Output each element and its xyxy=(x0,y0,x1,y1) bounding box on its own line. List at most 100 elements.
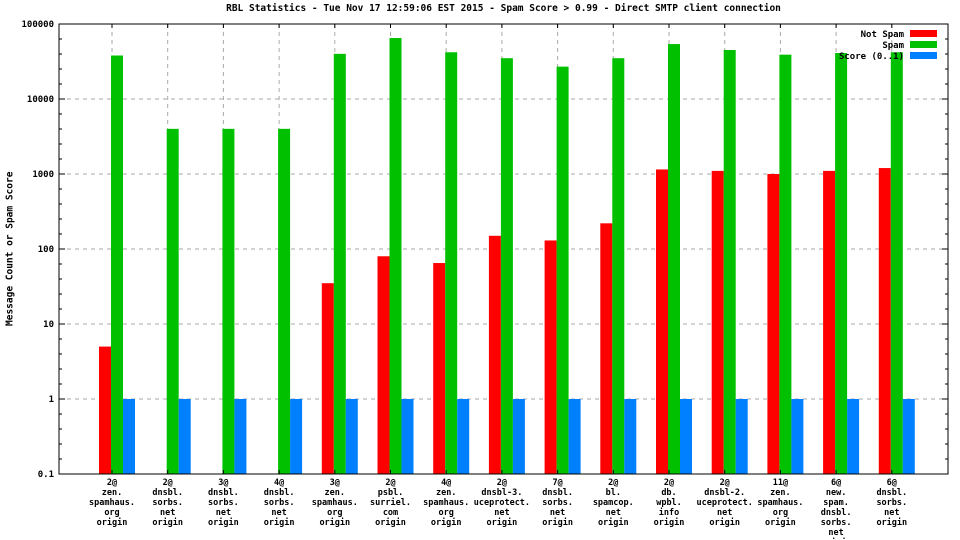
x-category-line: net xyxy=(550,508,565,518)
x-category-line: net xyxy=(494,508,509,518)
bar-spam-7 xyxy=(445,52,458,475)
x-category-line: 2@ xyxy=(720,478,730,488)
bar-not-spam-13 xyxy=(767,174,780,474)
x-category-line: origin xyxy=(208,517,239,528)
x-category-line: 6@ xyxy=(887,478,897,488)
y-tick-label: 100000 xyxy=(21,20,54,30)
bar-not-spam-1 xyxy=(99,346,111,474)
bar-spam-9 xyxy=(556,66,569,475)
x-category-line: spamcop. xyxy=(593,498,634,508)
x-category-line: net xyxy=(216,508,231,518)
bar-not-spam-6 xyxy=(377,256,390,474)
bar-spam-6 xyxy=(389,38,402,475)
bar-score-0-1-7 xyxy=(457,399,470,474)
x-category-line: origin xyxy=(765,517,796,528)
bar-score-0-1-13 xyxy=(791,399,804,474)
bar-spam-8 xyxy=(500,58,513,475)
x-category-line: dnsbl. xyxy=(821,508,852,518)
bar-score-0-1-4 xyxy=(290,399,303,474)
x-category-line: dnsbl. xyxy=(152,488,183,498)
bar-score-0-1-1 xyxy=(123,399,135,474)
x-category-line: spamhaus. xyxy=(89,498,135,508)
bar-score-0-1-14 xyxy=(847,399,860,474)
y-tick-label: 10 xyxy=(43,320,54,330)
bar-score-0-1-6 xyxy=(401,399,414,474)
bar-spam-2 xyxy=(166,128,179,474)
x-category-line: uceprotect. xyxy=(697,498,753,508)
x-category-line: 11@ xyxy=(773,478,788,488)
x-category-line: surriel. xyxy=(370,497,411,508)
bar-not-spam-5 xyxy=(321,283,334,474)
y-tick-label: 10000 xyxy=(27,95,54,105)
x-category-line: origin xyxy=(654,517,685,528)
bar-score-0-1-12 xyxy=(735,399,748,474)
x-category-line: 3@ xyxy=(218,478,228,488)
y-tick-labels: 100000 10000 1000 100 10 1 0.1 xyxy=(21,20,54,480)
bar-score-0-1-3 xyxy=(234,399,247,474)
x-category-line: 2@ xyxy=(664,478,674,488)
x-category-line: dnsbl. xyxy=(208,488,239,498)
bar-score-0-1-11 xyxy=(680,399,692,474)
y-tick-label: 1000 xyxy=(32,170,54,180)
series-not-spam xyxy=(99,168,891,474)
x-category-line: zen. xyxy=(325,488,345,498)
x-category-labels: 2@zen.spamhaus.orgorigin2@dnsbl.sorbs.ne… xyxy=(89,478,907,540)
x-category-line: origin xyxy=(821,537,852,540)
bar-score-0-1-5 xyxy=(345,399,358,474)
x-category-line: dnsbl-3. xyxy=(481,488,522,498)
x-category-line: spamhaus. xyxy=(312,498,358,508)
series-spam xyxy=(111,38,903,475)
x-category-line: origin xyxy=(709,517,740,528)
x-category-line: dnsbl. xyxy=(542,488,573,498)
bar-score-0-1-9 xyxy=(568,399,581,474)
x-category-line: org xyxy=(104,508,119,518)
x-category-line: spam. xyxy=(823,498,849,508)
bar-spam-15 xyxy=(890,52,903,475)
x-category-line: dnsbl. xyxy=(876,488,907,498)
x-category-line: spamhaus. xyxy=(757,498,803,508)
bar-spam-11 xyxy=(668,44,680,475)
bar-score-0-1-8 xyxy=(512,399,525,474)
x-category-line: origin xyxy=(264,517,295,528)
bar-not-spam-7 xyxy=(433,263,446,474)
x-category-line: 2@ xyxy=(497,478,507,488)
legend-label-spam: Spam xyxy=(882,41,904,51)
x-category-line: dnsbl. xyxy=(264,488,295,498)
legend-label-not-spam: Not Spam xyxy=(861,30,905,40)
bar-spam-10 xyxy=(612,58,625,475)
bar-not-spam-10 xyxy=(600,223,613,474)
bar-score-0-1-2 xyxy=(178,399,191,474)
y-tick-label: 1 xyxy=(49,395,54,405)
legend-label-score-0-1: Score (0..1) xyxy=(839,52,904,62)
legend-swatch-spam xyxy=(910,41,937,48)
x-category-line: sorbs. xyxy=(152,498,183,508)
x-category-line: zen. xyxy=(770,488,790,498)
bar-not-spam-9 xyxy=(544,240,557,474)
x-category-line: 6@ xyxy=(831,478,841,488)
bar-spam-14 xyxy=(835,53,848,475)
bar-spam-12 xyxy=(723,50,736,474)
bar-not-spam-15 xyxy=(878,168,891,474)
x-category-line: 2@ xyxy=(163,478,173,488)
x-category-line: origin xyxy=(487,517,518,528)
x-category-line: wpbl. xyxy=(656,498,682,508)
bar-not-spam-11 xyxy=(656,169,668,474)
bar-score-0-1-10 xyxy=(624,399,637,474)
x-category-line: 7@ xyxy=(552,478,562,488)
y-tick-label: 100 xyxy=(38,245,54,255)
x-category-line: net xyxy=(884,508,899,518)
x-category-line: new. xyxy=(826,488,846,498)
x-category-line: db. xyxy=(661,488,676,498)
x-category-line: origin xyxy=(152,517,183,528)
x-category-line: org xyxy=(773,508,788,518)
x-category-line: uceprotect. xyxy=(474,498,530,508)
x-category-line: zen. xyxy=(436,488,456,498)
